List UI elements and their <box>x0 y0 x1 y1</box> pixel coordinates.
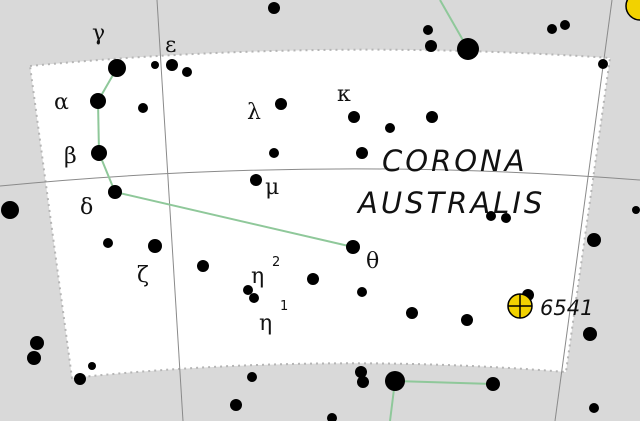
constellation-name-line1: CORONA <box>382 144 528 178</box>
label-kappa: κ <box>337 82 351 107</box>
label-eta1-index: 1 <box>280 299 288 314</box>
constellation-boundary <box>28 48 612 380</box>
globular-cluster-marker <box>507 293 533 319</box>
label-zeta: ζ <box>137 263 149 288</box>
label-beta: β <box>64 144 77 169</box>
label-epsilon: ε <box>165 33 176 58</box>
label-gamma: γ <box>92 21 105 46</box>
constellation-name-line2: AUSTRALIS <box>356 186 545 220</box>
label-theta: θ <box>366 249 379 274</box>
label-eta2-index: 2 <box>272 255 280 270</box>
cluster-label: 6541 <box>540 296 593 320</box>
grid-line-ra-right <box>554 0 613 421</box>
label-mu: μ <box>265 175 279 200</box>
label-alpha: α <box>54 90 69 115</box>
bright-object-corner <box>625 0 640 21</box>
grid-line-declination <box>0 168 640 187</box>
grid-line-ra-left <box>156 0 184 421</box>
label-eta1: η <box>259 311 272 336</box>
label-eta2: η <box>251 264 264 289</box>
label-delta: δ <box>80 195 93 220</box>
label-lambda: λ <box>247 100 261 125</box>
